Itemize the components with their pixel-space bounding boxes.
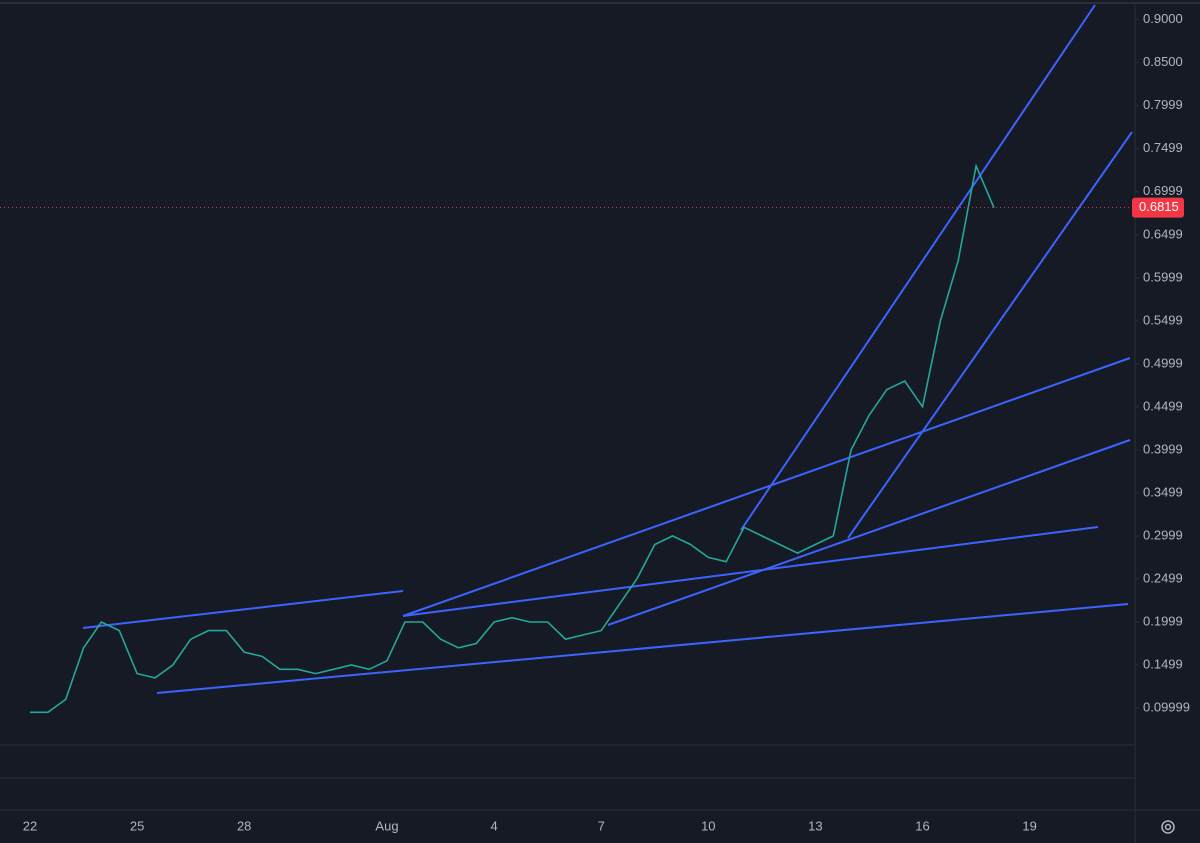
y-tick-label: 0.3499 <box>1143 484 1183 499</box>
y-tick-label: 0.5999 <box>1143 269 1183 284</box>
gear-outline <box>1161 820 1175 834</box>
x-tick-label: 28 <box>237 818 251 833</box>
y-tick-label: 0.6999 <box>1143 183 1183 198</box>
x-tick-label: Aug <box>375 818 398 833</box>
gear-center <box>1164 823 1172 831</box>
last-price-label: 0.6815 <box>1139 199 1179 214</box>
trend-line <box>607 439 1131 626</box>
trend-line <box>740 4 1096 531</box>
y-tick-label: 0.2999 <box>1143 527 1183 542</box>
y-tick-label: 0.7499 <box>1143 140 1183 155</box>
last-price-badge <box>1132 197 1184 218</box>
x-tick-label: 19 <box>1022 818 1036 833</box>
y-tick-label: 0.8500 <box>1143 54 1183 69</box>
y-tick-label: 0.4499 <box>1143 398 1183 413</box>
x-tick-label: 4 <box>490 818 497 833</box>
y-tick-label: 0.2499 <box>1143 570 1183 585</box>
settings-icon[interactable] <box>1161 820 1175 834</box>
x-tick-label: 10 <box>701 818 715 833</box>
trend-line <box>402 526 1099 617</box>
x-tick-label: 7 <box>598 818 605 833</box>
y-tick-label: 0.4999 <box>1143 355 1183 370</box>
y-tick-label: 0.3999 <box>1143 441 1183 456</box>
x-tick-label: 16 <box>915 818 929 833</box>
x-tick-label: 25 <box>130 818 144 833</box>
y-tick-label: 0.7999 <box>1143 97 1183 112</box>
price-line <box>30 163 995 714</box>
trend-line <box>847 131 1133 539</box>
trend-line <box>156 603 1129 694</box>
trend-lines <box>82 4 1133 694</box>
y-tick-label: 0.1999 <box>1143 613 1183 628</box>
y-tick-label: 0.09999 <box>1143 699 1190 714</box>
trend-line <box>82 590 404 629</box>
x-tick-label: 13 <box>808 818 822 833</box>
y-tick-label: 0.1499 <box>1143 657 1183 672</box>
y-tick-label: 0.6499 <box>1143 226 1183 241</box>
y-tick-label: 0.9000 <box>1143 11 1183 26</box>
x-tick-label: 22 <box>23 818 37 833</box>
y-tick-label: 0.5499 <box>1143 312 1183 327</box>
trend-line <box>402 357 1131 617</box>
